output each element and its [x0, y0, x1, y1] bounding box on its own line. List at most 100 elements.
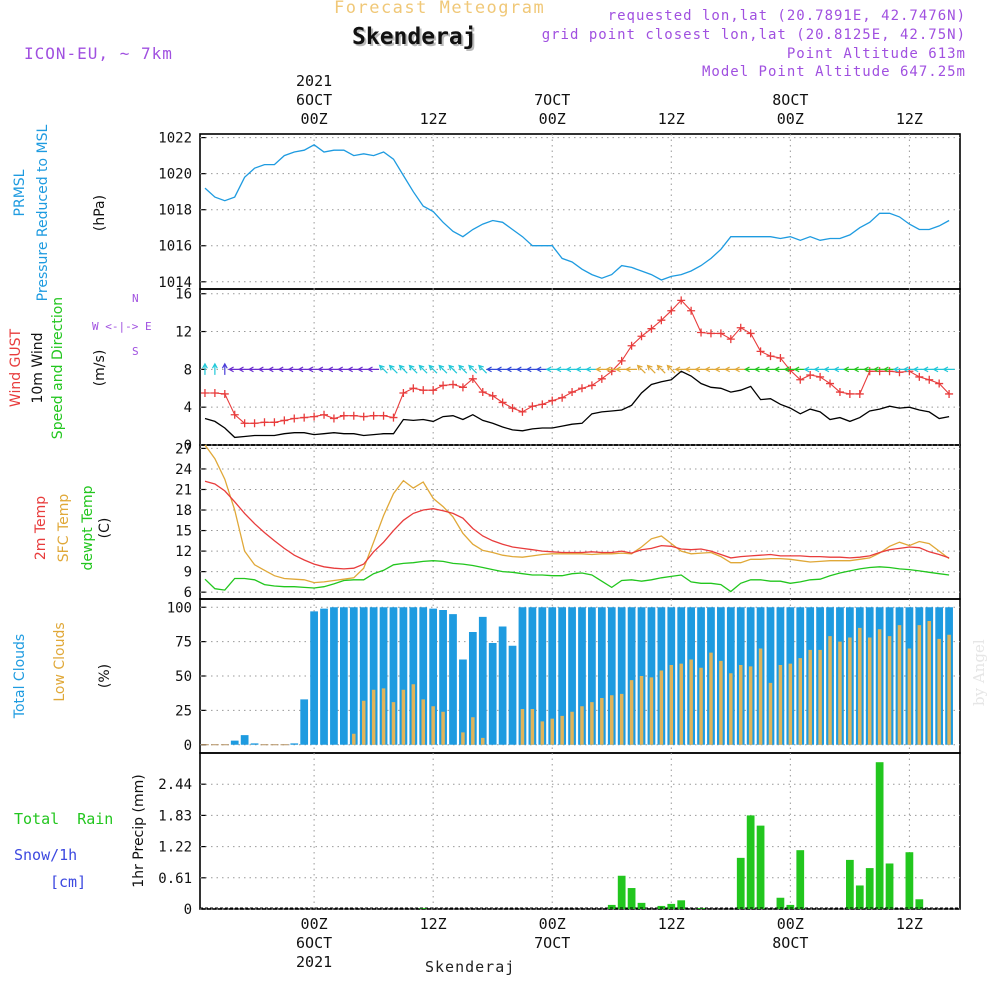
gust-marker	[558, 393, 567, 402]
top-time-label: 12Z	[420, 110, 447, 128]
wind-direction-arrow	[636, 364, 646, 374]
total-cloud-bar	[538, 607, 547, 745]
ytick-label: 0	[184, 438, 192, 454]
precip-bar	[756, 825, 765, 909]
total-cloud-bar	[766, 607, 775, 745]
gust-marker	[359, 412, 368, 421]
gust-marker	[726, 335, 735, 344]
top-time-label: 2021	[296, 72, 332, 90]
total-cloud-bar	[468, 632, 477, 745]
gust-marker	[756, 347, 765, 356]
total-cloud-bar	[419, 607, 428, 745]
low-cloud-bar	[530, 709, 535, 745]
low-cloud-bar	[550, 718, 554, 745]
low-cloud-bar	[461, 732, 465, 745]
gust-marker	[240, 419, 249, 428]
gust-marker	[379, 411, 388, 420]
gust-marker	[270, 418, 279, 427]
wind-direction-arrow	[458, 364, 468, 374]
top-time-label: 00Z	[301, 110, 328, 128]
prmsl-line	[204, 144, 950, 281]
precip-bar	[419, 907, 428, 909]
total-cloud-bar	[429, 608, 438, 745]
gridpoint-coords: grid point closest lon,lat (20.8125E, 42…	[541, 27, 966, 43]
bottom-time-label: 12Z	[420, 915, 447, 933]
low-cloud-bar	[719, 660, 723, 745]
ytick-label: 18	[175, 503, 192, 519]
gust-marker	[200, 389, 209, 397]
precip-bar	[885, 863, 894, 909]
wind-direction-arrow	[624, 366, 638, 373]
low-cloud-bar	[540, 721, 545, 745]
total-cloud-bar	[409, 607, 418, 745]
total-cloud-bar	[290, 743, 299, 745]
low-cloud-bar	[748, 666, 753, 745]
gust-marker	[349, 411, 358, 420]
low-cloud-bar	[838, 641, 842, 745]
gust-marker	[508, 404, 517, 413]
ytick-label: 25	[175, 703, 192, 719]
low-cloud-bar	[679, 663, 683, 745]
ytick-label: 75	[175, 635, 192, 651]
ytick-label: 1016	[158, 239, 192, 255]
low-cloud-bar	[619, 693, 624, 745]
gust-marker	[687, 306, 696, 315]
low-cloud-bar	[560, 715, 564, 745]
wind-direction-arrow	[478, 364, 488, 374]
wind-direction-arrow	[418, 364, 428, 374]
total-cloud-bar	[240, 735, 249, 745]
gust-marker	[587, 381, 596, 390]
low-cloud-bar	[590, 702, 594, 745]
bottom-time-label: 8OCT	[772, 934, 808, 952]
gust-marker	[230, 410, 239, 419]
ytick-label: 27	[175, 441, 192, 457]
wind-direction-arrow	[202, 362, 208, 375]
precip-bar	[617, 875, 626, 909]
total-cloud-bar	[349, 607, 358, 745]
low-cloud-bar	[570, 711, 574, 745]
total-cloud-bar	[548, 607, 557, 745]
total-cloud-bar	[459, 659, 467, 745]
gust-marker	[518, 407, 527, 416]
gust-marker	[706, 329, 715, 338]
requested-coords: requested lon,lat (20.7891E, 42.7476N)	[607, 8, 966, 24]
low-cloud-bar	[907, 648, 912, 745]
gust-marker	[617, 356, 626, 365]
low-cloud-bar	[828, 636, 832, 745]
product-title: Forecast Meteogram	[334, 0, 546, 18]
gust-marker	[776, 354, 785, 363]
gust-marker	[935, 379, 944, 388]
gust-marker	[816, 372, 825, 381]
total-cloud-bar	[369, 607, 378, 745]
low-cloud-bar	[729, 673, 733, 745]
low-cloud-bar	[649, 677, 654, 745]
gust-marker	[657, 316, 666, 325]
gust-marker	[488, 391, 497, 400]
wind-direction-arrow	[942, 366, 955, 373]
gust-marker	[538, 400, 547, 409]
gust-marker	[855, 389, 864, 398]
total-cloud-bar	[330, 607, 338, 745]
gust-marker	[716, 329, 725, 338]
bottom-time-label: 00Z	[539, 915, 566, 933]
gust-marker	[667, 306, 676, 315]
ytick-label: 0	[184, 902, 192, 918]
wind-direction-arrow	[656, 364, 666, 374]
gust-marker	[210, 389, 219, 397]
low-cloud-bar	[848, 637, 852, 745]
low-cloud-bar	[629, 680, 634, 745]
gust-marker	[260, 418, 269, 427]
total-cloud-bar	[359, 607, 368, 745]
gust-marker	[220, 389, 229, 398]
ytick-label: 8	[184, 362, 192, 378]
total-cloud-bar	[498, 626, 507, 745]
low-cloud-bar	[381, 688, 386, 745]
low-cloud-bar	[361, 700, 366, 745]
low-cloud-bar	[699, 667, 703, 745]
model-altitude: Model Point Altitude 647.25m	[701, 64, 966, 80]
total-cloud-bar	[617, 607, 626, 745]
bottom-time-label: 2021	[296, 953, 332, 971]
compass-n: N	[132, 292, 139, 305]
bottom-time-label: 12Z	[896, 915, 923, 933]
wind-direction-arrow	[408, 364, 418, 374]
